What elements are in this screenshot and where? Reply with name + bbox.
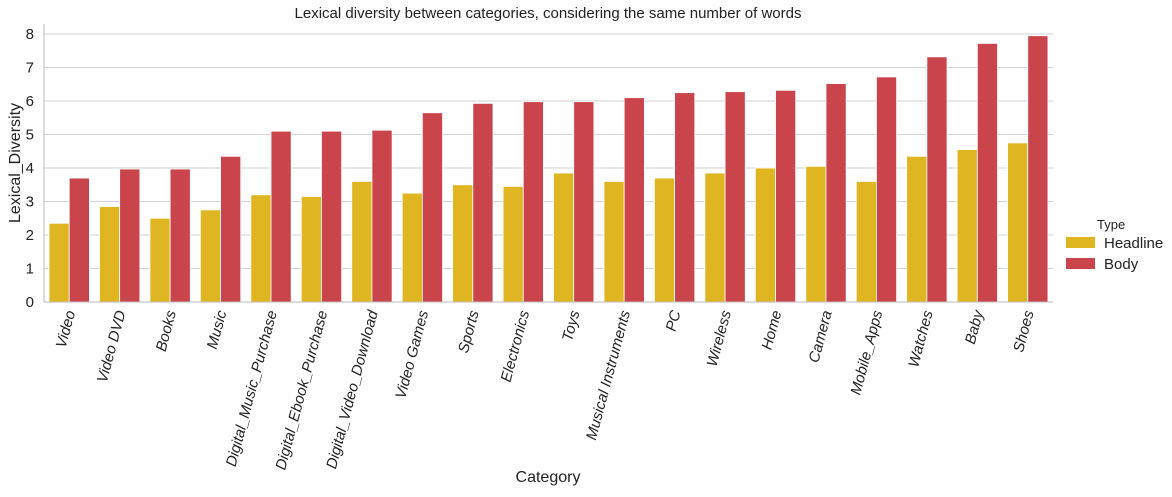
bar-headline <box>48 222 70 303</box>
bar-body <box>825 83 847 303</box>
bar-body <box>976 43 998 303</box>
x-axis-label: Category <box>516 469 581 486</box>
x-tick-label: Mobile_Apps <box>847 308 886 397</box>
y-tick-label: 3 <box>26 194 34 211</box>
bar-headline <box>603 181 625 303</box>
legend: Type Headline Body <box>1066 217 1163 273</box>
grid-lines <box>44 33 1053 303</box>
bar-body <box>876 76 898 303</box>
x-tick-label: PC <box>663 308 685 333</box>
x-tick-label: Electronics <box>498 308 534 384</box>
bar-headline <box>351 181 373 303</box>
bar-body <box>522 101 544 303</box>
bar-headline <box>250 194 272 303</box>
bar-headline <box>754 167 776 303</box>
bar-body <box>724 91 746 303</box>
bar-body <box>119 168 141 303</box>
x-tick-label: Camera <box>806 309 836 365</box>
bar-headline <box>149 217 171 303</box>
bar-body <box>68 177 90 303</box>
bar-body <box>220 155 242 303</box>
x-tick-label: Digital_Ebook_Purchase <box>272 309 331 472</box>
chart-title: Lexical diversity between categories, co… <box>295 5 802 22</box>
bar-headline <box>1007 142 1029 303</box>
x-tick-label: Video DVD <box>94 308 130 384</box>
bar-headline <box>300 196 322 303</box>
bar-headline <box>401 192 423 303</box>
y-axis-label: Lexical_Diversity <box>7 103 24 223</box>
bar-headline <box>855 181 877 303</box>
y-tick-label: 6 <box>26 93 34 110</box>
bar-headline <box>452 184 474 303</box>
bar-headline <box>956 149 978 303</box>
bar-headline <box>502 186 524 303</box>
y-tick-label: 4 <box>26 160 34 177</box>
x-tick-label: Sports <box>455 308 483 355</box>
bar-headline <box>654 177 676 303</box>
bar-body <box>926 56 948 303</box>
y-tick-label: 2 <box>26 227 34 244</box>
x-tick-label: Video <box>53 309 79 350</box>
x-tick-label: Digital_Music_Purchase <box>223 309 281 469</box>
x-tick-label: Digital_Video_Download <box>323 308 382 471</box>
x-tick-label: Shoes <box>1010 308 1038 354</box>
x-tick-label: Books <box>153 308 180 353</box>
y-tick-label: 5 <box>26 127 34 144</box>
bar-body <box>421 112 443 303</box>
bar-body <box>371 129 393 303</box>
bar-headline <box>553 172 575 303</box>
bar-body <box>270 130 292 303</box>
bar-headline <box>704 172 726 303</box>
bar-body <box>674 92 696 303</box>
legend-label: Headline <box>1104 235 1163 252</box>
bars <box>48 35 1049 303</box>
bar-body <box>169 168 191 303</box>
x-tick-label: Video Games <box>392 308 432 400</box>
x-axis-ticks: Video Video DVD Books MusicDigital_Music_Pu… <box>53 307 1038 472</box>
bar-headline <box>906 155 928 303</box>
y-tick-label: 1 <box>26 261 34 278</box>
x-tick-label: Wireless <box>704 308 735 368</box>
y-axis-ticks: 0 1 2 3 4 5 6 7 8 <box>26 26 34 311</box>
legend-swatch <box>1066 237 1095 248</box>
bar-body <box>623 97 645 303</box>
bar-body <box>775 89 797 303</box>
legend-title: Type <box>1097 217 1125 232</box>
x-tick-label: Watches <box>905 308 937 369</box>
bar-body <box>472 102 494 303</box>
x-tick-label: Baby <box>962 307 988 346</box>
x-tick-label: Music <box>204 308 231 351</box>
x-tick-label: Toys <box>559 308 584 343</box>
y-tick-label: 7 <box>26 60 34 77</box>
x-tick-label: Home <box>759 309 786 352</box>
y-tick-label: 0 <box>26 294 34 311</box>
bar-headline <box>805 165 827 303</box>
x-tick-label: Musical Instruments <box>583 308 634 442</box>
y-tick-label: 8 <box>26 26 34 43</box>
bar-headline <box>199 209 221 303</box>
bar-body <box>1027 35 1049 303</box>
bar-body <box>573 101 595 303</box>
legend-label: Body <box>1104 256 1139 273</box>
bar-body <box>321 130 343 303</box>
legend-swatch <box>1066 258 1095 269</box>
bar-headline <box>99 206 121 303</box>
